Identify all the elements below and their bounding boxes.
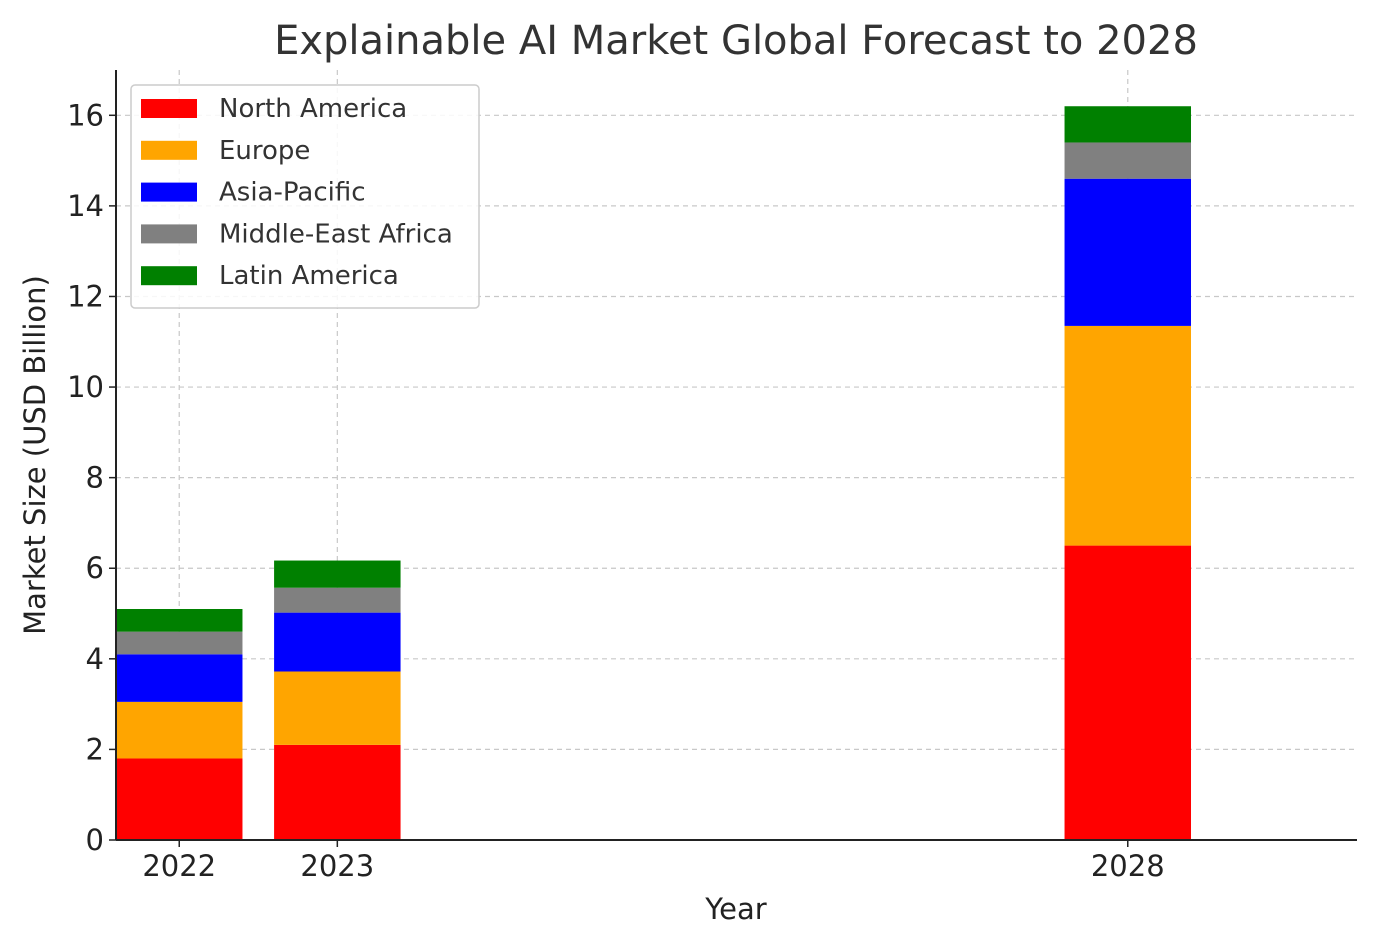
bar-asia-pacific-2028	[1064, 178, 1192, 326]
x-tick-label: 2028	[1091, 849, 1165, 883]
bar-north-america-2022	[116, 758, 243, 840]
legend-swatch-middle-east-africa	[141, 224, 197, 244]
legend-label-latin-america: Latin America	[219, 261, 399, 291]
legend-swatch-asia-pacific	[141, 182, 197, 202]
bar-asia-pacific-2022	[116, 654, 243, 702]
bar-europe-2028	[1064, 325, 1192, 546]
legend-swatch-north-america	[141, 99, 197, 118]
bar-latin-america-2028	[1064, 106, 1192, 143]
bar-latin-america-2023	[274, 560, 401, 588]
bar-europe-2023	[274, 671, 401, 745]
bar-europe-2022	[116, 701, 243, 759]
x-tick-label: 2023	[300, 849, 374, 883]
legend-label-middle-east-africa: Middle-East Africa	[219, 219, 453, 249]
y-tick-label: 0	[86, 823, 104, 857]
bar-asia-pacific-2023	[274, 612, 401, 672]
y-tick-label: 16	[67, 98, 104, 132]
y-tick-label: 8	[86, 461, 104, 495]
x-axis-label: Year	[704, 892, 766, 926]
bar-middle-east-africa-2023	[274, 587, 401, 613]
bar-middle-east-africa-2022	[116, 631, 243, 655]
axes	[115, 70, 1357, 841]
x-tick-label: 2022	[142, 849, 216, 883]
legend-label-europe: Europe	[219, 136, 310, 166]
bar-north-america-2028	[1064, 545, 1192, 840]
y-tick-label: 12	[67, 279, 104, 313]
y-axis-label: Market Size (USD Billion)	[18, 275, 52, 635]
y-tick-label: 14	[67, 189, 104, 223]
x-axis-ticks: 2022 2023 2028	[142, 840, 1165, 883]
y-axis-ticks: 0 2 4 6 8 10 12 14 16	[67, 98, 116, 857]
chart-title: Explainable AI Market Global Forecast to…	[274, 18, 1198, 64]
bars	[116, 106, 1192, 840]
legend-swatch-europe	[141, 140, 197, 160]
bar-north-america-2023	[274, 744, 401, 840]
bar-middle-east-africa-2028	[1064, 142, 1192, 179]
legend-swatch-latin-america	[141, 266, 197, 286]
y-tick-label: 10	[67, 370, 104, 404]
legend-label-asia-pacific: Asia-Pacific	[219, 178, 366, 208]
legend: North America Europe Asia-Pacific Middle-Ea…	[130, 84, 480, 309]
y-tick-label: 4	[86, 642, 104, 676]
y-tick-label: 2	[86, 732, 104, 766]
bar-latin-america-2022	[116, 609, 243, 632]
y-tick-label: 6	[86, 551, 104, 585]
legend-label-north-america: North America	[219, 94, 407, 124]
legend-box	[130, 84, 480, 309]
